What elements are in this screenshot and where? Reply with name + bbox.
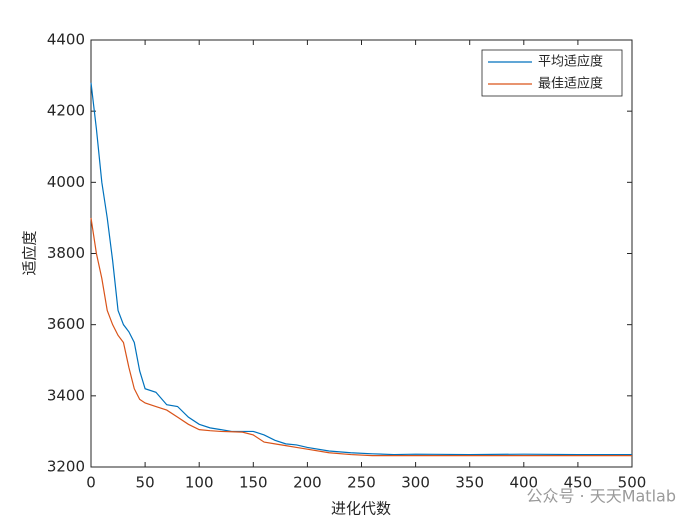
legend-box	[481, 49, 623, 97]
watermark: 公众号 · 天天Matlab	[526, 487, 676, 506]
legend-label: 最佳适应度	[538, 76, 603, 92]
x-tick-label: 350	[455, 474, 484, 492]
y-tick-label: 4400	[47, 31, 85, 49]
y-tick-label: 4000	[47, 173, 85, 191]
y-axis-label: 适应度	[21, 230, 39, 275]
x-tick-label: 150	[239, 474, 268, 492]
y-tick-label: 3200	[47, 458, 85, 476]
x-tick-label: 50	[136, 474, 155, 492]
x-tick-label: 400	[509, 474, 538, 492]
y-tick-label: 3600	[47, 315, 85, 333]
plot-area	[91, 40, 632, 467]
x-tick-label: 300	[401, 474, 430, 492]
series-line	[90, 82, 632, 456]
y-tick-label: 4200	[47, 102, 85, 120]
legend-label: 平均适应度	[538, 54, 603, 70]
x-tick-label: 0	[86, 474, 96, 492]
x-tick-label: 250	[347, 474, 376, 492]
x-tick-label: 100	[185, 474, 214, 492]
x-axis-label: 进化代数	[331, 500, 391, 518]
x-tick-label: 450	[564, 474, 593, 492]
series-line	[90, 217, 632, 457]
x-tick-label: 200	[293, 474, 322, 492]
y-tick-label: 3800	[47, 244, 85, 262]
x-tick-label: 500	[618, 474, 647, 492]
y-tick-label: 3400	[47, 386, 85, 404]
axes-box	[90, 39, 633, 468]
